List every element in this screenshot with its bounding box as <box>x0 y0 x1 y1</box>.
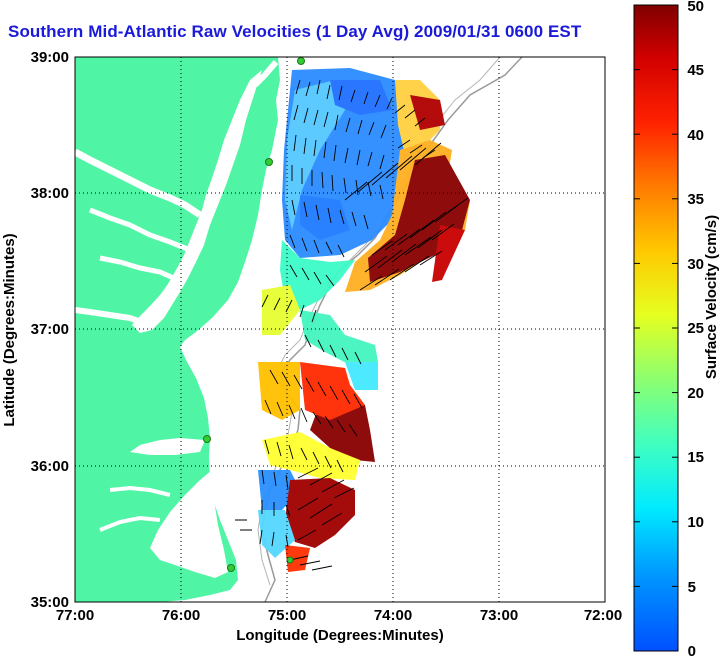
grid-lines <box>75 57 605 602</box>
y-tick-labels: 39:00 38:00 37:00 36:00 35:00 <box>31 49 69 611</box>
rappahannock-river <box>89 207 191 253</box>
colorbar-tick-label: 5 <box>688 579 696 596</box>
colorbar-tick-label: 45 <box>687 62 704 79</box>
colorbar-tick-label: 30 <box>687 256 704 273</box>
x-tick-labels: 77:00 76:00 75:00 74:00 73:00 72:00 <box>56 607 622 624</box>
james-river <box>75 307 151 328</box>
albemarle-sound <box>130 438 205 455</box>
york-river <box>99 255 180 283</box>
colorbar-tick-label: 15 <box>687 449 704 466</box>
pamlico-sound <box>150 470 228 578</box>
colorbar-tick-label: 10 <box>687 514 704 531</box>
station-markers <box>203 57 305 572</box>
x-tick-label: 74:00 <box>374 607 412 624</box>
y-axis-label: Latitude (Degrees:Minutes) <box>1 233 18 426</box>
colorbar-tick-label: 25 <box>687 320 704 337</box>
colorbar-tick-label: 35 <box>687 191 704 208</box>
x-tick-label: 73:00 <box>480 607 518 624</box>
colorbar-label: Surface Velocity (cm/s) <box>703 215 720 379</box>
colorbar <box>633 4 679 652</box>
velocity-vectors <box>235 79 469 571</box>
y-tick-label: 38:00 <box>31 185 69 202</box>
chesapeake-bay <box>132 70 262 333</box>
colorbar-tick-label: 20 <box>687 385 704 402</box>
pamlico-river <box>109 485 171 497</box>
colorbar-tick-label: 40 <box>687 127 704 144</box>
neuse-river <box>99 515 161 532</box>
x-tick-label: 75:00 <box>268 607 306 624</box>
colorbar-ticks <box>634 69 678 587</box>
station-marker <box>227 564 235 572</box>
x-tick-label: 76:00 <box>162 607 200 624</box>
x-axis-label: Longitude (Degrees:Minutes) <box>236 627 444 644</box>
potomac-river <box>75 148 202 218</box>
colorbar-tick-label: 50 <box>687 0 704 15</box>
y-tick-label: 39:00 <box>31 49 69 66</box>
station-marker <box>297 57 305 65</box>
plot-title: Southern Mid-Atlantic Raw Velocities (1 … <box>8 22 582 41</box>
y-tick-label: 35:00 <box>31 594 69 611</box>
x-tick-label: 77:00 <box>56 607 94 624</box>
colorbar-tick-label: 0 <box>688 643 696 659</box>
x-tick-label: 72:00 <box>584 607 622 624</box>
axes-frame <box>74 56 606 603</box>
land-mass <box>75 57 280 602</box>
colorbar-tick-labels: 50 45 40 35 30 25 20 15 10 5 0 <box>687 0 704 659</box>
y-tick-label: 36:00 <box>31 458 69 475</box>
station-marker <box>265 158 273 166</box>
y-tick-label: 37:00 <box>31 321 69 338</box>
delaware-bay <box>252 60 279 88</box>
station-marker <box>286 556 294 564</box>
station-marker <box>203 435 211 443</box>
